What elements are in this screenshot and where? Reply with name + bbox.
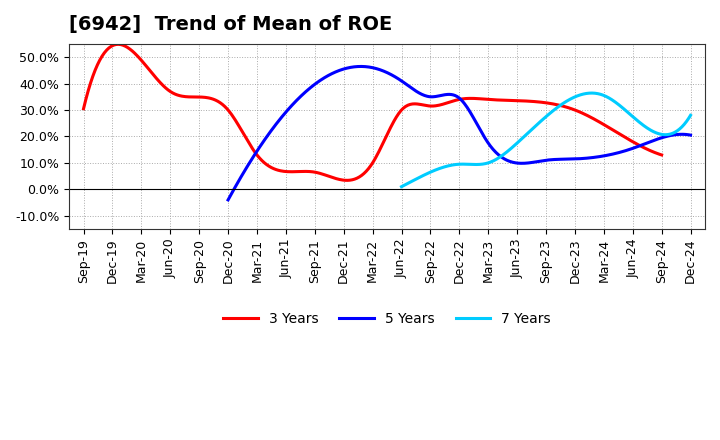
Line: 3 Years: 3 Years xyxy=(84,44,662,180)
7 Years xyxy=(397,184,406,189)
5 Years xyxy=(356,64,365,69)
5 Years xyxy=(604,152,613,158)
3 Years xyxy=(342,178,351,183)
7 Years xyxy=(588,91,596,96)
3 Years xyxy=(79,106,88,111)
3 Years xyxy=(657,152,666,158)
Line: 5 Years: 5 Years xyxy=(228,66,690,200)
7 Years xyxy=(534,121,543,126)
5 Years xyxy=(676,132,685,137)
5 Years xyxy=(686,132,695,138)
7 Years xyxy=(570,95,578,100)
5 Years xyxy=(447,92,456,97)
3 Years xyxy=(356,174,365,179)
7 Years xyxy=(554,104,562,110)
3 Years xyxy=(555,103,564,108)
7 Years xyxy=(686,113,695,118)
5 Years xyxy=(475,125,484,131)
3 Years xyxy=(646,148,654,153)
7 Years xyxy=(634,119,643,125)
3 Years xyxy=(426,103,434,109)
7 Years xyxy=(680,122,688,127)
5 Years xyxy=(500,156,508,161)
3 Years xyxy=(114,42,122,47)
7 Years xyxy=(536,119,545,124)
Legend: 3 Years, 5 Years, 7 Years: 3 Years, 5 Years, 7 Years xyxy=(217,306,557,331)
3 Years xyxy=(359,171,368,176)
5 Years xyxy=(224,197,233,202)
3 Years xyxy=(395,111,403,116)
Line: 7 Years: 7 Years xyxy=(402,93,690,187)
Text: [6942]  Trend of Mean of ROE: [6942] Trend of Mean of ROE xyxy=(69,15,392,34)
5 Years xyxy=(444,92,453,97)
